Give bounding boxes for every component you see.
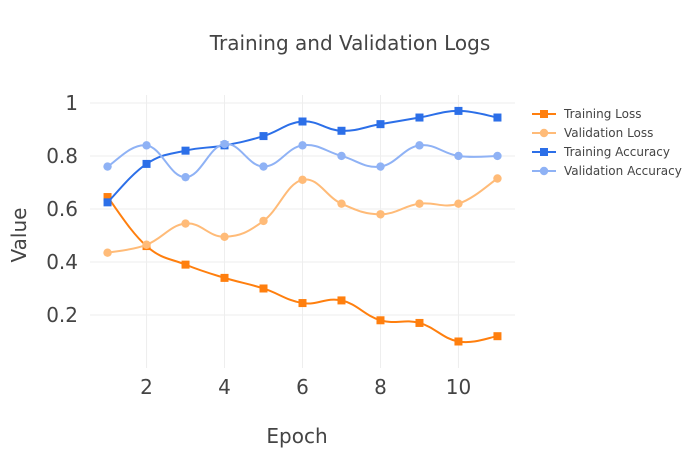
data-point[interactable] [454,151,463,161]
data-point[interactable] [337,151,346,161]
data-point[interactable] [415,199,424,208]
x-tick-label: 10 [446,375,471,399]
data-point[interactable] [103,193,112,202]
series-training-accuracy [103,106,502,207]
data-point[interactable] [415,141,424,150]
data-point[interactable] [376,162,385,171]
data-point[interactable] [298,117,307,126]
data-point[interactable] [493,151,502,161]
data-point[interactable] [298,141,307,150]
y-tick-label: 1 [65,91,78,115]
data-point[interactable] [259,162,268,171]
x-tick-label: 8 [374,375,387,399]
data-point[interactable] [220,139,229,149]
data-point[interactable] [181,146,190,155]
data-point[interactable] [376,210,385,219]
series-validation-loss [103,174,502,257]
data-point[interactable] [103,198,112,207]
legend-label: Validation Loss [564,126,653,140]
data-point[interactable] [142,141,151,150]
legend-marker [540,110,548,118]
data-point[interactable] [220,232,229,242]
data-point[interactable] [103,248,112,257]
data-point[interactable] [103,162,112,171]
data-point[interactable] [337,296,346,305]
data-point[interactable] [259,132,268,141]
y-tick-label: 0.6 [46,197,78,221]
legend-label: Validation Accuracy [564,164,682,178]
data-point[interactable] [298,175,307,185]
data-point[interactable] [337,199,346,208]
series-training-loss [103,193,502,346]
x-tick-label: 6 [296,375,309,399]
data-point[interactable] [493,113,502,122]
data-point[interactable] [142,240,151,249]
legend-item[interactable]: Validation Loss [532,126,653,140]
x-tick-label: 2 [140,375,153,399]
legend-item[interactable]: Training Loss [532,107,641,121]
data-point[interactable] [454,337,463,346]
legend-item[interactable]: Training Accuracy [532,145,670,159]
y-tick-label: 0.2 [46,303,78,327]
y-tick-label: 0.4 [46,250,78,274]
legend[interactable]: Training Loss Validation Loss Training Acc… [532,107,682,178]
data-point[interactable] [220,273,229,282]
data-point[interactable] [259,284,268,293]
legend-marker [540,148,548,156]
data-point[interactable] [454,199,463,208]
data-point[interactable] [181,219,190,228]
data-point[interactable] [415,318,424,327]
data-point[interactable] [181,172,190,182]
legend-label: Training Loss [563,107,641,121]
data-point[interactable] [415,113,424,122]
data-point[interactable] [454,106,463,115]
legend-marker [539,128,549,138]
data-point[interactable] [259,216,268,226]
y-tick-label: 0.8 [46,144,78,168]
data-point[interactable] [493,332,502,341]
y-axis-title: Value [7,208,31,263]
x-axis-title: Epoch [266,424,327,448]
grid [90,95,515,368]
series-layer [103,106,502,346]
legend-marker [539,166,549,176]
data-point[interactable] [181,260,190,269]
data-point[interactable] [376,316,385,325]
legend-item[interactable]: Validation Accuracy [532,164,682,178]
data-point[interactable] [337,126,346,135]
data-point[interactable] [298,299,307,308]
chart-title: Training and Validation Logs [209,31,491,55]
legend-label: Training Accuracy [563,145,670,159]
tick-labels: 2 4 6 8 10 0.2 0.4 0.6 0.8 1 [46,91,471,399]
data-point[interactable] [493,174,502,183]
x-tick-label: 4 [218,375,231,399]
data-point[interactable] [376,120,385,129]
series-validation-accuracy [103,139,502,182]
data-point[interactable] [142,159,151,168]
